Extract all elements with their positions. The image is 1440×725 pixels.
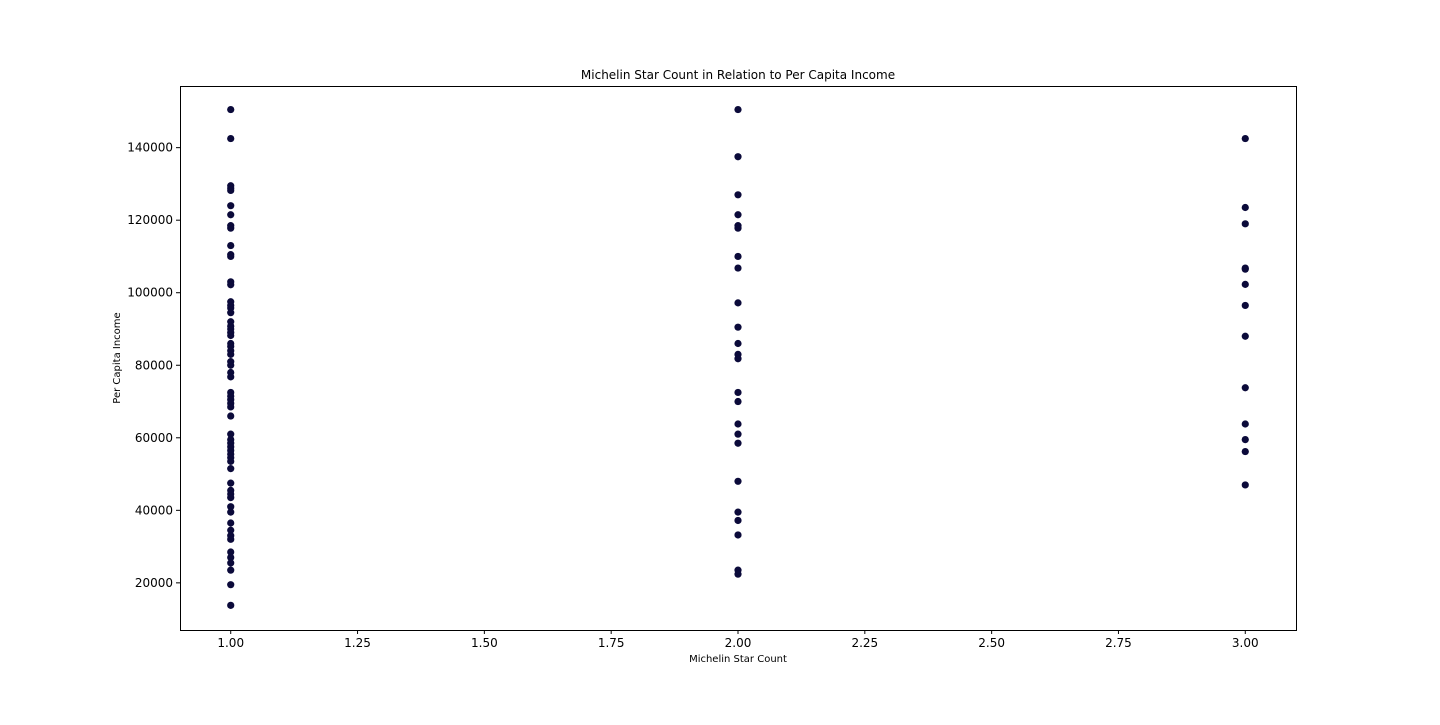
data-point <box>227 566 235 574</box>
data-point <box>734 516 742 525</box>
data-point <box>1241 420 1249 428</box>
data-point <box>1241 265 1249 273</box>
data-point <box>227 601 235 609</box>
data-point <box>227 508 235 516</box>
y-tick-label: 60000 <box>135 431 173 445</box>
data-point <box>734 397 742 406</box>
data-point <box>227 403 235 411</box>
data-point <box>1241 332 1249 340</box>
x-axis-ticks: 1.00 1.25 1.50 1.75 2.00 2.25 2.50 2.75 3.00 <box>217 630 1259 650</box>
data-point <box>227 211 235 219</box>
data-point <box>1241 280 1249 288</box>
data-point <box>1241 203 1249 212</box>
data-point <box>227 526 235 534</box>
data-point <box>227 430 235 438</box>
data-point <box>227 503 235 511</box>
y-axis-label: Per Capita Income <box>112 312 123 403</box>
x-tick-label: 2.00 <box>725 636 752 650</box>
data-point <box>227 309 235 317</box>
data-point <box>1241 301 1249 310</box>
chart-title: Michelin Star Count in Relation to Per C… <box>581 68 895 82</box>
data-point <box>227 361 235 369</box>
y-tick-label: 20000 <box>135 576 173 590</box>
data-point <box>734 355 742 363</box>
x-axis-label: Michelin Star Count <box>689 654 787 665</box>
data-point <box>734 191 742 199</box>
data-point <box>227 134 235 143</box>
data-point <box>227 373 235 381</box>
data-point <box>227 519 235 527</box>
data-point <box>734 323 742 331</box>
data-point <box>227 457 235 465</box>
x-tick-label: 1.25 <box>344 636 371 650</box>
x-tick-label: 3.00 <box>1232 636 1259 650</box>
y-tick-label: 100000 <box>127 286 173 300</box>
x-tick-label: 1.75 <box>598 636 625 650</box>
data-point <box>734 264 742 272</box>
x-tick-label: 2.75 <box>1105 636 1132 650</box>
data-point <box>227 350 235 358</box>
data-point <box>1241 436 1249 444</box>
y-axis-ticks: 20000 40000 60000 80000 100000 120000 140000 <box>127 141 180 590</box>
y-tick-label: 80000 <box>135 358 173 372</box>
data-point <box>734 388 742 397</box>
data-point <box>227 105 235 114</box>
data-point <box>734 420 742 428</box>
data-point <box>227 224 235 232</box>
data-point <box>1241 447 1249 456</box>
data-point <box>227 281 235 289</box>
data-point <box>734 252 742 261</box>
data-point <box>227 559 235 567</box>
data-point <box>734 105 742 114</box>
data-point <box>227 535 235 543</box>
y-tick-label: 40000 <box>135 503 173 517</box>
y-tick-label: 140000 <box>127 141 173 155</box>
data-point <box>734 153 742 161</box>
data-point <box>227 548 235 556</box>
data-point <box>734 570 742 578</box>
data-point <box>227 186 235 195</box>
data-point <box>227 553 235 562</box>
data-point <box>227 252 235 261</box>
data-point <box>227 331 235 340</box>
data-point <box>1241 384 1249 392</box>
data-point <box>227 241 235 250</box>
data-point <box>734 299 742 307</box>
data-point <box>734 339 742 348</box>
data-point <box>734 211 742 219</box>
data-point <box>227 494 235 502</box>
plot-frame <box>180 86 1297 631</box>
x-tick-label: 1.50 <box>471 636 498 650</box>
data-point <box>227 202 235 210</box>
x-tick-label: 2.50 <box>978 636 1005 650</box>
x-tick-label: 2.25 <box>851 636 878 650</box>
y-tick-label: 120000 <box>127 213 173 227</box>
data-point <box>1241 134 1249 143</box>
data-point <box>1241 481 1249 489</box>
data-point <box>227 412 235 420</box>
data-point <box>734 477 742 485</box>
data-point <box>227 479 235 487</box>
data-point <box>227 581 235 589</box>
points-layer <box>227 105 1249 609</box>
data-point <box>1241 220 1249 228</box>
data-point <box>734 430 742 438</box>
x-tick-label: 1.00 <box>217 636 244 650</box>
data-point <box>734 224 742 232</box>
data-point <box>734 531 742 539</box>
data-point <box>734 508 742 516</box>
data-point <box>227 465 235 473</box>
data-point <box>734 439 742 447</box>
